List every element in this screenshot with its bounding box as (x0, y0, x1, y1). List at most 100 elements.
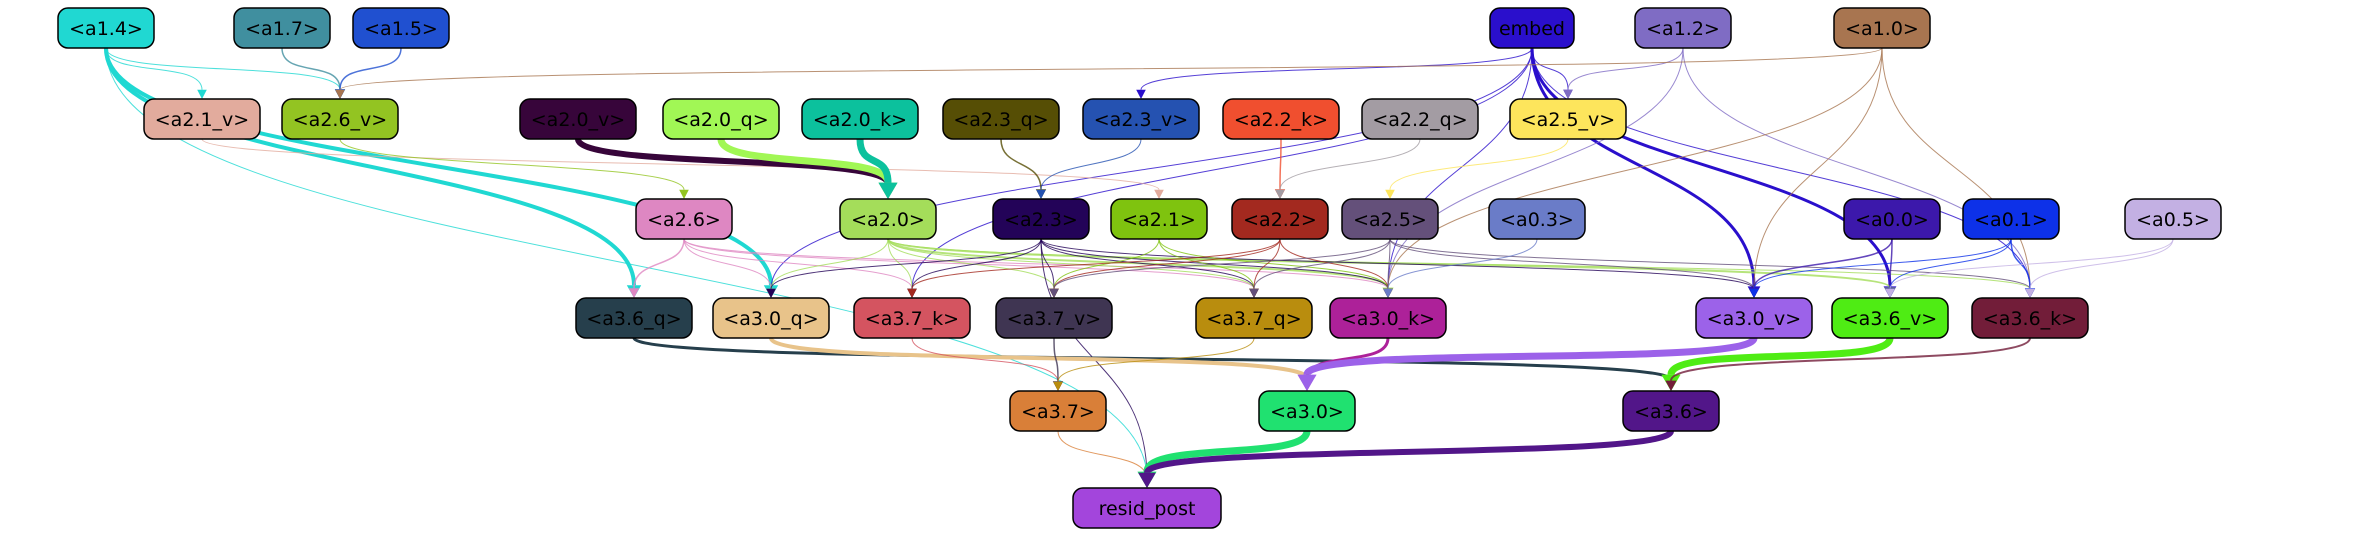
node-a2-0-q: <a2.0_q> (662, 98, 780, 140)
node-label: <a3.0_q> (723, 308, 818, 330)
edge-a2-6-to-a3-0-q (683, 238, 776, 298)
node-label: <a1.7> (245, 18, 319, 40)
edge-a2-6-to-a3-6-q (628, 238, 685, 298)
node-label: <a3.7> (1021, 401, 1095, 423)
edge-a2-2-to-a3-0-k (1279, 238, 1393, 298)
edge-a3-0-v-to-a3-0 (1297, 336, 1758, 391)
edge-a2-5-v-to-a2-5 (1385, 138, 1569, 199)
node-a3-7-k: <a3.7_k> (853, 297, 971, 339)
node-box (1962, 198, 2060, 240)
edge-a2-6-to-a3-7-k (683, 238, 917, 298)
node-box (992, 198, 1090, 240)
edge-a2-0-v-to-a2-0 (575, 137, 897, 199)
node-label: <a2.3_q> (953, 109, 1048, 131)
edge-a0-5-to-a3-6-v (1885, 238, 2174, 298)
node-box (233, 7, 331, 49)
edge-layer (104, 47, 2174, 488)
node-label: <a3.6_k> (1983, 308, 2077, 330)
node-a3-0: <a3.0> (1258, 390, 1356, 432)
node-label: <a3.6> (1634, 401, 1708, 423)
edge-a2-5-to-a3-7-q (1249, 238, 1391, 298)
node-box (1831, 297, 1949, 339)
node-layer: embed <a1.4> <a1.7> <a1.5> <a1.2> <a1.0> <a2.1… (57, 7, 2222, 529)
edge-a2-0-to-a3-6-k (887, 238, 2035, 298)
edge-a3-6-to-resid-post (1138, 429, 1674, 488)
edge-a3-6-k-to-a3-6 (1665, 337, 2031, 391)
edge-a2-0-to-a3-0-q (766, 238, 889, 298)
node-a1-2: <a1.2> (1634, 7, 1732, 49)
node-label: <a2.2> (1243, 209, 1317, 231)
node-box (1361, 98, 1479, 140)
node-box (662, 98, 780, 140)
node-a3-0-k: <a3.0_k> (1329, 297, 1447, 339)
node-label: <a2.6_v> (293, 109, 387, 131)
node-box (853, 297, 971, 339)
node-a2-3-v: <a2.3_v> (1082, 98, 1200, 140)
node-label: <a0.5> (2136, 209, 2210, 231)
node-box (1488, 198, 1586, 240)
node-a2-3: <a2.3> (992, 198, 1090, 240)
node-a1-5: <a1.5> (352, 7, 450, 49)
edge-a1-2-to-a3-0-k (1383, 47, 1684, 298)
node-a2-6-v: <a2.6_v> (281, 98, 399, 140)
node-a3-6: <a3.6> (1622, 390, 1720, 432)
edge-a1-2-to-a3-6-k (1682, 47, 2035, 298)
edge-a1-5-to-a2-6-v (334, 47, 402, 99)
edge-a0-1-to-a3-6-v (1885, 238, 2012, 298)
node-embed: embed (1489, 7, 1575, 49)
node-box (2124, 198, 2222, 240)
node-a1-4: <a1.4> (57, 7, 155, 49)
node-label: <a2.1> (1122, 209, 1196, 231)
node-a2-2: <a2.2> (1231, 198, 1329, 240)
edge-a3-7-k-to-a3-7 (911, 337, 1063, 391)
node-a3-7-q: <a3.7_q> (1195, 297, 1313, 339)
edge-a0-5-to-a3-6-k (2025, 238, 2174, 298)
node-label: <a3.6_v> (1843, 308, 1937, 330)
node-box (995, 297, 1113, 339)
node-a1-7: <a1.7> (233, 7, 331, 49)
node-label: <a2.5_v> (1521, 109, 1615, 131)
node-box (1329, 297, 1447, 339)
node-box (1341, 198, 1439, 240)
node-a0-3: <a0.3> (1488, 198, 1586, 240)
node-box (942, 98, 1060, 140)
node-label: <a1.5> (364, 18, 438, 40)
node-a2-0-v: <a2.0_v> (519, 98, 637, 140)
node-a0-0: <a0.0> (1843, 198, 1941, 240)
node-label: resid_post (1099, 498, 1196, 520)
node-label: <a2.6> (647, 209, 721, 231)
edge-a2-3-v-to-a2-3 (1036, 138, 1142, 199)
node-box (1231, 198, 1329, 240)
node-label: <a2.0_q> (673, 109, 768, 131)
node-a2-0: <a2.0> (839, 198, 937, 240)
node-a2-6: <a2.6> (635, 198, 733, 240)
node-a3-6-q: <a3.6_q> (575, 297, 693, 339)
edge-a0-1-to-a3-0-v (1749, 238, 2012, 298)
node-box (1110, 198, 1208, 240)
node-box (519, 98, 637, 140)
edge-a1-2-to-a2-5-v (1563, 47, 1684, 99)
edge-a2-5-to-a3-7-v (1049, 238, 1391, 298)
node-label: <a2.0> (851, 209, 925, 231)
edge-a0-0-to-a3-0-v (1748, 238, 1893, 298)
node-label: <a3.7_k> (865, 308, 959, 330)
node-a2-0-k: <a2.0_k> (801, 98, 919, 140)
node-a2-3-q: <a2.3_q> (942, 98, 1060, 140)
edge-a2-1-v-to-a2-1 (201, 138, 1164, 199)
edge-a0-3-to-a3-0-k (1383, 238, 1538, 298)
node-label: <a1.0> (1845, 18, 1919, 40)
node-a0-5: <a0.5> (2124, 198, 2222, 240)
node-a2-5-v: <a2.5_v> (1509, 98, 1627, 140)
node-box (635, 198, 733, 240)
node-a3-6-v: <a3.6_v> (1831, 297, 1949, 339)
node-a3-7-v: <a3.7_v> (995, 297, 1113, 339)
node-a3-7: <a3.7> (1009, 390, 1107, 432)
node-label: <a1.2> (1646, 18, 1720, 40)
node-box (575, 297, 693, 339)
node-label: <a3.7_v> (1007, 308, 1101, 330)
node-box (143, 98, 261, 140)
edge-a2-0-to-a3-7-q (887, 238, 1259, 298)
node-box (1833, 7, 1931, 49)
edge-a1-0-to-a3-6-k (1881, 47, 2035, 298)
